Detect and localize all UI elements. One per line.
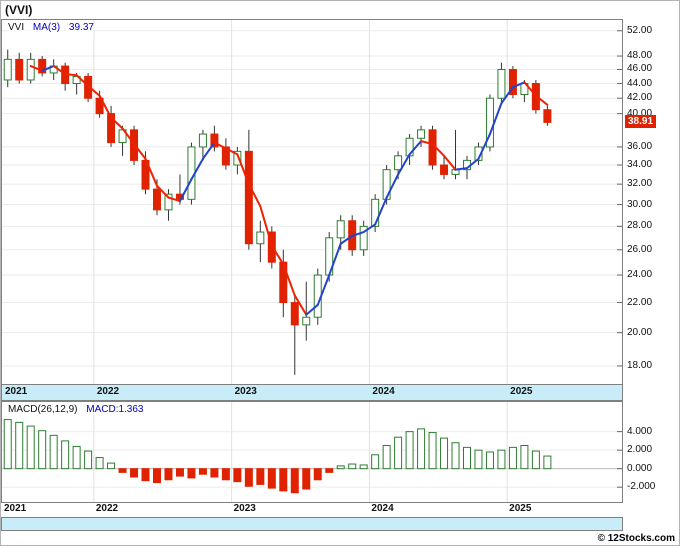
price-tick-label: 28.00	[627, 220, 653, 232]
price-tick-label: 32.00	[627, 178, 653, 190]
price-tick-label: 42.00	[627, 92, 653, 104]
macd-tick-label: 0.000	[627, 462, 653, 474]
year-label: 2023	[234, 386, 257, 397]
page-title: (VVI)	[5, 3, 33, 17]
macd-legend: MACD(26,12,9) MACD:1.363	[8, 404, 144, 415]
price-tick-label: 22.00	[627, 296, 653, 308]
ma-label: MA(3)	[32, 22, 61, 33]
price-tick-label: 18.00	[627, 359, 653, 371]
year-label: 2022	[96, 386, 120, 397]
price-tick-label: 24.00	[627, 269, 653, 281]
bottom-band	[1, 517, 623, 531]
price-tick-label: 46.00	[627, 63, 653, 75]
x-axis-years-top: 2021 2022 2023 2024 2025	[1, 385, 623, 401]
macd-tick-label: 2.000	[627, 444, 653, 456]
macd-row: MACD(26,12,9) MACD:1.363 4.000 2.000 0.000…	[1, 401, 679, 503]
price-tick-label: 36.00	[627, 140, 653, 152]
price-tick-label: 26.00	[627, 243, 653, 255]
price-chart-legend: VVI MA(3) 39.37	[8, 22, 94, 33]
year-label: 2021	[4, 503, 27, 514]
price-chart-row: VVI MA(3) 39.37 52.00 48.00 46.00 44.00 42.0…	[1, 19, 679, 385]
x-axis-years-bottom: 2021 2022 2023 2024 2025	[1, 503, 623, 517]
year-label: 2024	[372, 386, 395, 397]
price-chart-panel[interactable]: VVI MA(3) 39.37	[1, 19, 623, 385]
year-label: 2024	[371, 503, 394, 514]
symbol-label: VVI	[8, 22, 25, 33]
macd-tick-label: -2.000	[627, 481, 656, 493]
price-tick-label: 44.00	[627, 77, 653, 89]
ma-value: 39.37	[68, 22, 94, 33]
year-label: 2023	[233, 503, 256, 514]
price-tick-label: 40.00	[627, 107, 653, 119]
price-axis: 52.00 48.00 46.00 44.00 42.00 40.00 36.00 34.00…	[623, 19, 679, 385]
macd-value: MACD:1.363	[86, 404, 144, 415]
macd-histogram[interactable]	[2, 402, 622, 502]
price-tick-label: 20.00	[627, 326, 653, 338]
year-label: 2022	[95, 503, 119, 514]
price-tick-label: 30.00	[627, 198, 653, 210]
macd-tick-label: 4.000	[627, 425, 653, 437]
macd-label: MACD(26,12,9)	[8, 404, 78, 415]
footer: © 12Stocks.com	[1, 531, 679, 545]
macd-axis: 4.000 2.000 0.000 -2.000	[623, 401, 679, 503]
year-label: 2025	[509, 503, 532, 514]
year-label: 2021	[5, 386, 28, 397]
price-tick-label: 34.00	[627, 158, 653, 170]
macd-panel[interactable]: MACD(26,12,9) MACD:1.363	[1, 401, 623, 503]
copyright-watermark: © 12Stocks.com	[597, 533, 675, 544]
year-label: 2025	[510, 386, 533, 397]
last-price-badge: 38.91	[625, 115, 657, 129]
candlestick-chart[interactable]	[2, 20, 622, 384]
price-tick-label: 52.00	[627, 24, 653, 36]
price-tick-label: 48.00	[627, 50, 653, 62]
